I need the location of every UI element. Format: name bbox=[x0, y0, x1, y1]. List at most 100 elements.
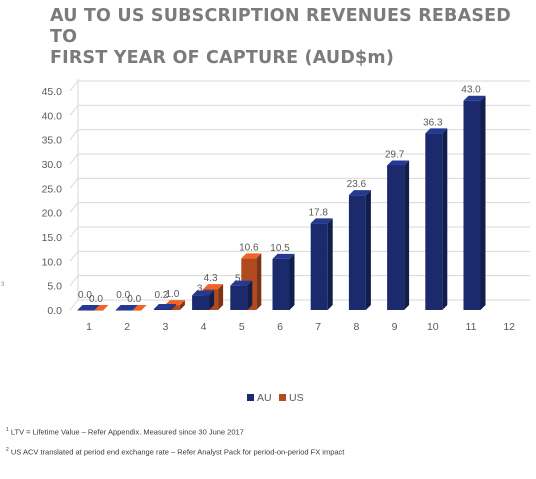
au-bar-top bbox=[310, 218, 333, 224]
au-bar-side bbox=[327, 218, 333, 310]
footnote-2-text: US ACV translated at period end exchange… bbox=[10, 447, 345, 457]
x-tick-label: 6 bbox=[277, 321, 283, 333]
gridline bbox=[69, 202, 530, 213]
au-bar bbox=[310, 223, 328, 310]
footnote-2-marker: 2 bbox=[6, 447, 9, 453]
y-tick-label: 25.0 bbox=[42, 183, 63, 195]
au-bar-top bbox=[272, 253, 295, 259]
au-bar bbox=[153, 309, 171, 310]
au-bar-side bbox=[404, 160, 410, 310]
us-bar-top bbox=[241, 253, 262, 259]
au-bar-side bbox=[365, 190, 371, 310]
au-data-label: 17.8 bbox=[308, 207, 328, 218]
footnote-1-text: LTV = Lifetime Value – Refer Appendix. M… bbox=[10, 427, 244, 437]
title-line-1: AU TO US SUBSCRIPTION REVENUES REBASED T… bbox=[50, 6, 512, 47]
au-bar bbox=[387, 165, 405, 310]
gridline bbox=[69, 153, 530, 165]
au-data-label: 0.2 bbox=[154, 290, 168, 301]
y-tick-label: 20.0 bbox=[42, 208, 63, 220]
footnote-1: 1 LTV = Lifetime Value – Refer Appendix.… bbox=[6, 427, 244, 437]
footnote-1-marker: 1 bbox=[6, 427, 9, 433]
au-bar-top bbox=[115, 305, 138, 310]
au-bar-top bbox=[77, 305, 100, 310]
x-tick-label: 3 bbox=[162, 321, 168, 333]
au-data-label: 36.3 bbox=[423, 117, 443, 128]
us-data-label: 0.0 bbox=[89, 294, 103, 305]
au-bar-top bbox=[463, 95, 486, 101]
au-bar bbox=[77, 310, 95, 311]
footnote-2: 2 US ACV translated at period end exchan… bbox=[6, 447, 344, 457]
au-bar bbox=[272, 258, 290, 310]
gridline bbox=[69, 275, 530, 286]
title-line-2: FIRST YEAR OF CAPTURE (AUD$m) bbox=[50, 48, 395, 68]
us-data-label: 4.3 bbox=[204, 273, 218, 284]
au-data-label: 0.0 bbox=[78, 290, 92, 301]
side-mark: 3 bbox=[1, 282, 5, 288]
au-data-label: 23.6 bbox=[347, 179, 367, 190]
au-bar bbox=[230, 285, 248, 310]
au-bar-side bbox=[170, 304, 176, 310]
gridline bbox=[69, 129, 530, 140]
au-data-label: 0.0 bbox=[116, 290, 130, 301]
au-bar-side bbox=[209, 290, 215, 310]
x-tick-label: 9 bbox=[392, 321, 398, 333]
us-bar-side bbox=[218, 284, 224, 310]
us-data-label: 1.0 bbox=[165, 289, 179, 300]
au-bar-side bbox=[289, 253, 295, 310]
gridline bbox=[69, 177, 530, 189]
y-tick-label: 0.0 bbox=[47, 305, 62, 317]
x-tick-label: 11 bbox=[466, 321, 477, 333]
au-data-label: 43.0 bbox=[461, 85, 481, 96]
legend-label-au: AU bbox=[257, 392, 272, 404]
au-bar-top bbox=[192, 290, 215, 296]
au-bar-side bbox=[480, 95, 486, 310]
y-tick-label: 5.0 bbox=[47, 281, 62, 293]
us-bar-top bbox=[164, 300, 185, 306]
y-tick-label: 10.0 bbox=[42, 256, 63, 268]
us-bar-top bbox=[203, 284, 224, 290]
au-bar bbox=[115, 310, 133, 311]
au-bar-side bbox=[247, 280, 253, 310]
legend-swatch-us bbox=[279, 394, 286, 401]
au-data-label: 5 bbox=[235, 274, 241, 285]
x-tick-label: 8 bbox=[353, 321, 359, 333]
x-tick-label: 10 bbox=[427, 321, 439, 333]
us-bar-side bbox=[179, 300, 185, 310]
y-tick-label: 15.0 bbox=[42, 232, 63, 244]
x-tick-label: 1 bbox=[86, 321, 92, 333]
au-data-label: 10.5 bbox=[270, 243, 290, 254]
au-bar bbox=[463, 100, 481, 310]
us-data-label: 10.6 bbox=[239, 242, 259, 253]
gridline bbox=[69, 250, 530, 262]
au-bar bbox=[425, 133, 443, 310]
au-bar bbox=[192, 295, 210, 310]
au-bar-top bbox=[153, 304, 176, 310]
au-data-label: 29.7 bbox=[385, 149, 405, 160]
us-data-label: 0.0 bbox=[127, 294, 141, 305]
us-bar bbox=[126, 310, 142, 311]
legend-label-us: US bbox=[289, 392, 304, 404]
x-tick-label: 12 bbox=[503, 321, 515, 333]
au-bar-top bbox=[230, 280, 253, 286]
chart-title: AU TO US SUBSCRIPTION REVENUES REBASED T… bbox=[50, 6, 530, 69]
y-tick-label: 40.0 bbox=[42, 110, 63, 122]
y-tick-label: 45.0 bbox=[42, 86, 63, 98]
au-data-label: 3 bbox=[197, 283, 203, 294]
au-bar-top bbox=[387, 160, 410, 166]
x-tick-label: 2 bbox=[124, 321, 130, 333]
y-tick-label: 30.0 bbox=[42, 159, 63, 171]
gridline bbox=[69, 226, 530, 238]
legend-swatch-au bbox=[247, 394, 254, 401]
au-bar bbox=[348, 195, 366, 310]
us-bar bbox=[88, 310, 104, 311]
au-bar-top bbox=[348, 190, 371, 196]
us-bar-side bbox=[256, 253, 262, 310]
au-bar-top bbox=[425, 128, 448, 134]
au-bar-side bbox=[442, 128, 448, 310]
x-tick-label: 4 bbox=[201, 321, 207, 333]
x-tick-label: 7 bbox=[315, 321, 321, 333]
y-tick-label: 35.0 bbox=[42, 135, 63, 147]
gridline bbox=[69, 104, 530, 116]
x-tick-label: 5 bbox=[239, 321, 245, 333]
